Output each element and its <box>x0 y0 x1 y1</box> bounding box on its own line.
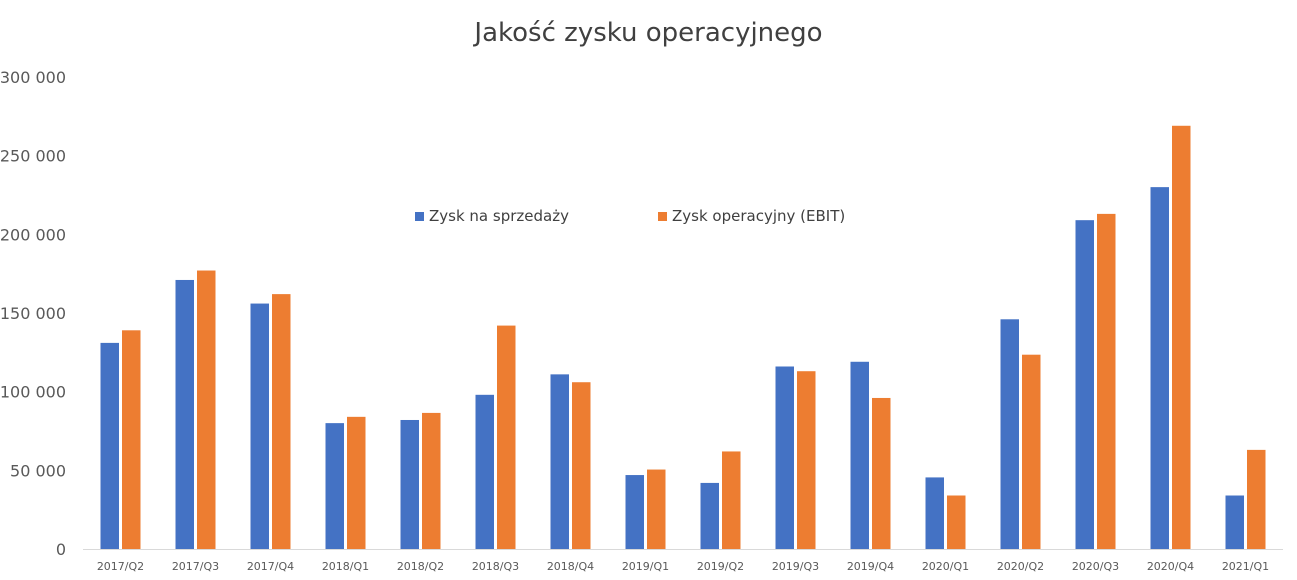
x-tick-label: 2019/Q4 <box>847 560 894 573</box>
bar-sales-profit <box>1225 495 1244 549</box>
bar-ebit <box>1097 213 1116 549</box>
y-tick-label: 0 <box>56 540 66 559</box>
bar-ebit <box>947 495 966 549</box>
bar-ebit <box>197 270 216 549</box>
bar-sales-profit <box>925 477 944 549</box>
x-tick-label: 2017/Q4 <box>247 560 294 573</box>
bar-ebit <box>422 412 441 549</box>
y-tick-label: 150 000 <box>0 304 66 323</box>
bar-ebit <box>122 330 141 549</box>
chart-title: Jakość zysku operacyjnego <box>474 18 823 48</box>
bar-sales-profit <box>250 303 269 549</box>
bar-ebit <box>722 451 741 549</box>
bar-sales-profit <box>1075 220 1094 549</box>
x-tick-label: 2020/Q1 <box>922 560 969 573</box>
bar-sales-profit <box>700 482 719 549</box>
x-tick-label: 2020/Q2 <box>997 560 1044 573</box>
x-tick-label: 2019/Q1 <box>622 560 669 573</box>
bar-ebit <box>1172 125 1191 550</box>
bar-sales-profit <box>400 419 419 549</box>
y-tick-label: 100 000 <box>0 383 66 402</box>
bar-sales-profit <box>1000 319 1019 549</box>
bar-sales-profit <box>550 374 569 549</box>
y-tick-label: 250 000 <box>0 147 66 166</box>
bar-ebit <box>272 294 291 549</box>
x-tick-label: 2018/Q1 <box>322 560 369 573</box>
x-tick-label: 2019/Q2 <box>697 560 744 573</box>
legend-item-sales-profit: Zysk na sprzedaży <box>415 207 569 225</box>
legend-swatch-blue <box>415 211 424 221</box>
bar-sales-profit <box>625 475 644 549</box>
x-tick-label: 2017/Q3 <box>172 560 219 573</box>
bar-ebit <box>872 397 891 549</box>
bar-sales-profit <box>175 279 194 549</box>
y-tick-label: 300 000 <box>0 68 66 87</box>
legend-swatch-orange <box>658 211 667 221</box>
bar-sales-profit <box>1150 187 1169 549</box>
bar-sales-profit <box>100 342 119 549</box>
bar-ebit <box>572 382 591 549</box>
x-tick-label: 2019/Q3 <box>772 560 819 573</box>
y-tick-label: 50 000 <box>10 461 66 480</box>
bar-sales-profit <box>325 423 344 549</box>
x-tick-label: 2018/Q4 <box>547 560 594 573</box>
x-tick-label: 2020/Q3 <box>1072 560 1119 573</box>
bar-ebit <box>1247 449 1266 549</box>
bar-sales-profit <box>475 394 494 549</box>
x-tick-label: 2021/Q1 <box>1222 560 1269 573</box>
legend-item-ebit: Zysk operacyjny (EBIT) <box>658 207 845 225</box>
x-tick-label: 2020/Q4 <box>1147 560 1194 573</box>
bar-sales-profit <box>850 361 869 549</box>
legend-label: Zysk na sprzedaży <box>429 207 569 225</box>
bar-ebit <box>347 416 366 549</box>
bar-ebit <box>1022 354 1041 549</box>
x-tick-label: 2017/Q2 <box>97 560 144 573</box>
bar-sales-profit <box>775 366 794 549</box>
y-tick-label: 200 000 <box>0 225 66 244</box>
x-tick-label: 2018/Q3 <box>472 560 519 573</box>
bar-ebit <box>647 469 666 549</box>
bar-ebit <box>497 325 516 549</box>
x-tick-label: 2018/Q2 <box>397 560 444 573</box>
legend-label: Zysk operacyjny (EBIT) <box>672 207 846 225</box>
bar-ebit <box>797 371 816 549</box>
